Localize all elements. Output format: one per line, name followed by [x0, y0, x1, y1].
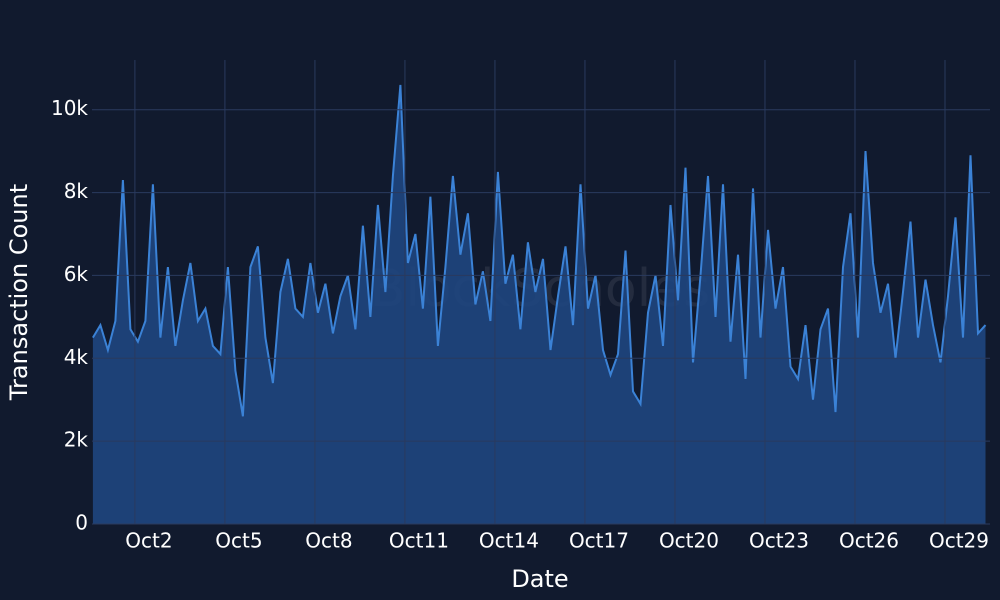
x-tick-label: Oct26: [839, 529, 899, 553]
x-tick-label: Oct8: [305, 529, 352, 553]
y-tick-label: 2k: [64, 428, 89, 452]
x-tick-label: Oct17: [569, 529, 629, 553]
x-tick-label: Oct2: [125, 529, 172, 553]
y-tick-label: 6k: [64, 262, 89, 286]
y-tick-label: 0: [75, 511, 88, 535]
x-tick-label: Oct20: [659, 529, 719, 553]
x-tick-label: Oct29: [929, 529, 989, 553]
x-tick-label: Oct5: [215, 529, 262, 553]
y-tick-label: 4k: [64, 345, 89, 369]
y-tick-label: 8k: [64, 179, 89, 203]
x-tick-label: Oct23: [749, 529, 809, 553]
x-axis-title: Date: [511, 565, 568, 593]
y-tick-label: 10k: [51, 96, 88, 120]
area-fill: [92, 84, 986, 525]
x-tick-label: Oct14: [479, 529, 539, 553]
y-axis-title: Transaction Count: [5, 184, 33, 401]
x-tick-label: Oct11: [389, 529, 449, 553]
